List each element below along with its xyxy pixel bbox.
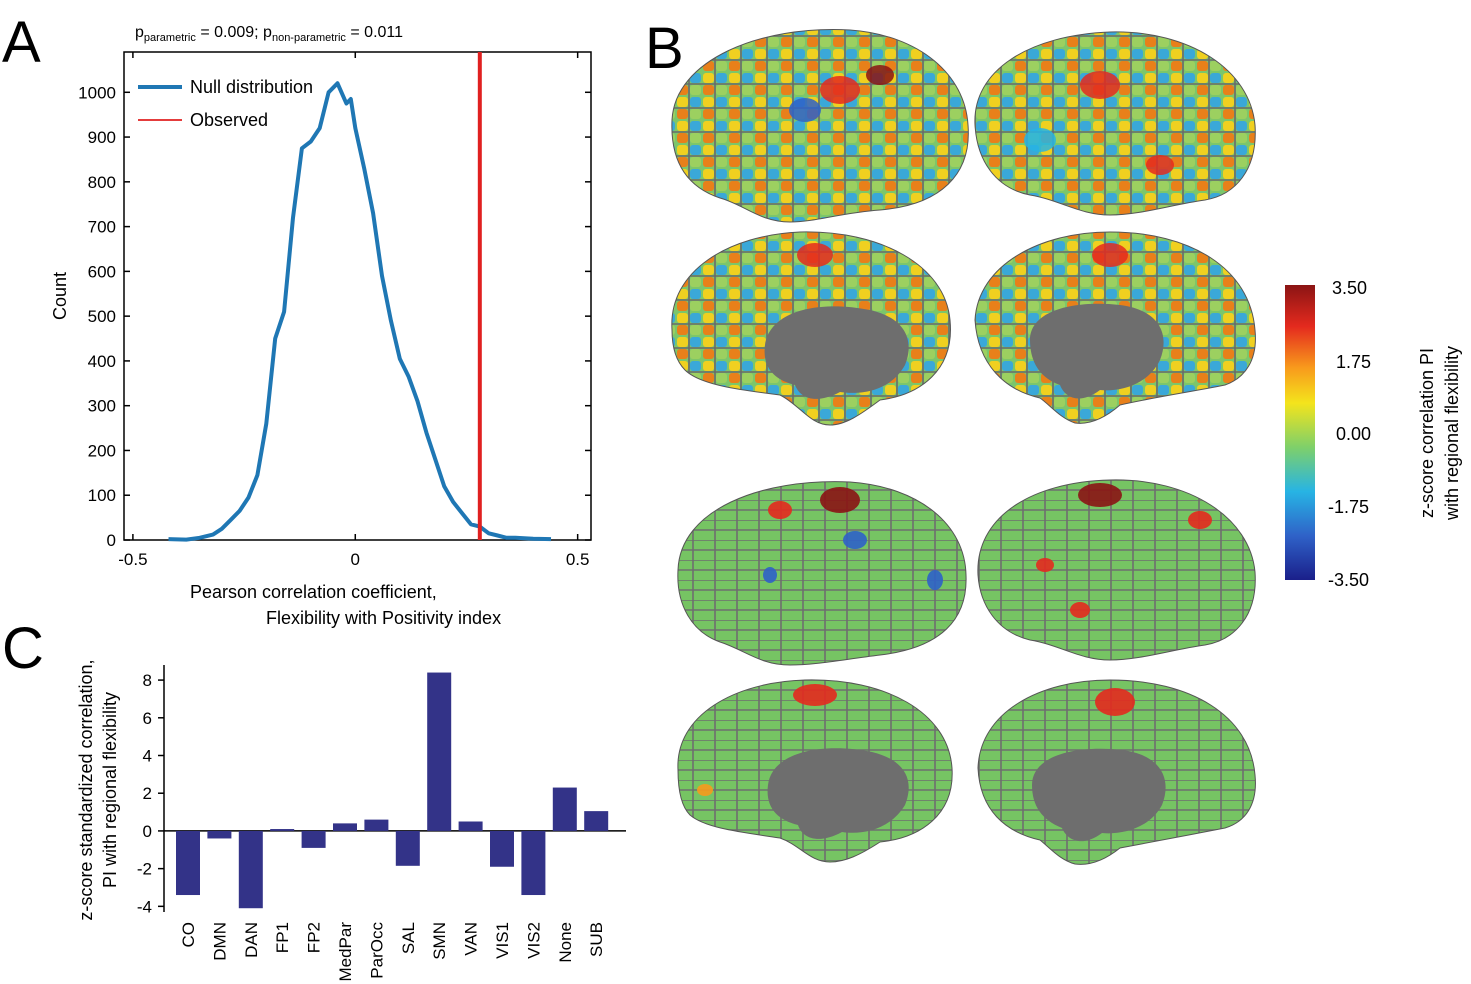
pvalue-value-parametric: = 0.009; [196, 24, 263, 41]
x-tick-label-c: VIS2 [524, 922, 543, 959]
x-tick-label-c: SUB [587, 922, 606, 957]
x-axis-label-line1: Pearson correlation coefficient, [190, 582, 437, 602]
bar-dmn [207, 830, 232, 839]
y-tick-label-c: 2 [143, 784, 152, 803]
bar-van [458, 821, 483, 831]
brain-lateral-right-correlation [974, 31, 1256, 216]
x-tick-label-c: FP2 [305, 922, 324, 953]
y-tick-label-c: -4 [137, 897, 152, 916]
bar-dan [238, 830, 263, 909]
bar-smn [427, 672, 452, 831]
legend-null-label: Null distribution [190, 77, 313, 97]
panel-label-b: B [645, 16, 684, 81]
colorbar-tick-3.50: 3.50 [1332, 278, 1367, 298]
panel-label-a: A [2, 10, 41, 75]
y-tick-label-c: 8 [143, 671, 152, 690]
colorbar-tick-neg-3.50: -3.50 [1328, 570, 1369, 590]
brain-lateral-left-correlation [671, 29, 969, 223]
y-axis-label-a: Count [50, 272, 70, 320]
y-tick-label: 1000 [78, 83, 116, 102]
bar-none [552, 787, 577, 831]
x-tick-label-c: DMN [210, 922, 229, 961]
x-axis-label-line2: Flexibility with Positivity index [266, 608, 501, 628]
y-tick-label: 600 [88, 262, 116, 281]
pvalue-sub-parametric: parametric [144, 32, 196, 44]
y-tick-label: 100 [88, 486, 116, 505]
legend-observed-label: Observed [190, 110, 268, 130]
y-tick-label: 700 [88, 218, 116, 237]
bar-fp1 [270, 829, 295, 831]
bar-sub [584, 811, 609, 831]
y-tick-label: 0 [107, 531, 116, 550]
y-tick-label: 800 [88, 173, 116, 192]
panel-label-c: C [2, 616, 44, 681]
null-distribution-line [168, 81, 552, 542]
y-tick-label-c: 4 [143, 747, 152, 766]
y-tick-label-c: 6 [143, 709, 152, 728]
x-tick-label-c: VAN [462, 922, 481, 956]
pvalue-p-nonparametric: p [263, 24, 272, 41]
x-tick-label: 0.5 [566, 550, 590, 569]
brain-medial-right-correlation [974, 231, 1256, 424]
bar-sal [395, 830, 420, 866]
x-tick-label-c: SMN [430, 922, 449, 960]
x-tick-label: 0 [351, 550, 360, 569]
colorbar: 3.50 1.75 0.00 -1.75 -3.50 z-score corre… [1285, 278, 1462, 590]
y-axis-label-c-line1: z-score standardized correlation, [76, 659, 96, 920]
y-tick-label: 500 [88, 307, 116, 326]
brain-medial-right-thresholded [977, 679, 1256, 865]
y-axis-label-c-line2: PI with regional flexibility [100, 692, 120, 888]
pvalue-annotation: pparametric = 0.009; pnon-parametric = 0… [135, 24, 403, 44]
pvalue-p-parametric: p [135, 24, 144, 41]
x-tick-label-c: VIS1 [493, 922, 512, 959]
y-tick-label: 200 [88, 441, 116, 460]
pvalue-value-nonparametric: = 0.011 [346, 24, 403, 41]
x-tick-label-c: FP1 [273, 922, 292, 953]
x-tick-label-c: DAN [242, 922, 261, 958]
brain-maps [671, 29, 1256, 865]
colorbar-tick-0.00: 0.00 [1336, 424, 1371, 444]
y-tick-label: 400 [88, 352, 116, 371]
brain-lateral-left-thresholded [677, 481, 967, 666]
colorbar-tick-1.75: 1.75 [1336, 352, 1371, 372]
y-tick-label-c: -2 [137, 860, 152, 879]
brain-medial-left-thresholded [677, 679, 953, 863]
bar-medpar [333, 823, 357, 831]
colorbar-label-line2: with regional flexibility [1442, 346, 1462, 521]
x-tick-label-c: None [556, 922, 575, 963]
x-tick-label-c: SAL [399, 922, 418, 954]
x-tick-label: -0.5 [118, 550, 147, 569]
legend-a: Null distribution Observed [138, 77, 313, 130]
y-tick-label: 900 [88, 128, 116, 147]
bar-co [176, 830, 200, 896]
brain-medial-left-correlation [671, 231, 951, 426]
bar-fp2 [301, 830, 326, 848]
bar-parocc [364, 819, 389, 831]
colorbar-gradient [1285, 285, 1315, 580]
y-tick-label: 300 [88, 397, 116, 416]
bar-vis1 [490, 830, 514, 867]
plot-frame-a [123, 51, 592, 541]
brain-lateral-right-thresholded [977, 479, 1256, 661]
x-tick-label-c: ParOcc [367, 922, 386, 979]
bar-vis2 [521, 830, 546, 896]
pvalue-sub-nonparametric: non-parametric [272, 32, 346, 44]
y-tick-label-c: 0 [143, 822, 152, 841]
colorbar-tick-neg-1.75: -1.75 [1328, 497, 1369, 517]
x-tick-label-c: MedPar [336, 922, 355, 982]
network-bar-chart: -4 -2 0 2 4 6 8 CO DMN DAN FP1 FP2 MedPar ParOcc SAL S… [76, 659, 626, 982]
x-tick-label-c: CO [179, 922, 198, 948]
colorbar-label-line1: z-score correlation PI [1417, 348, 1437, 518]
